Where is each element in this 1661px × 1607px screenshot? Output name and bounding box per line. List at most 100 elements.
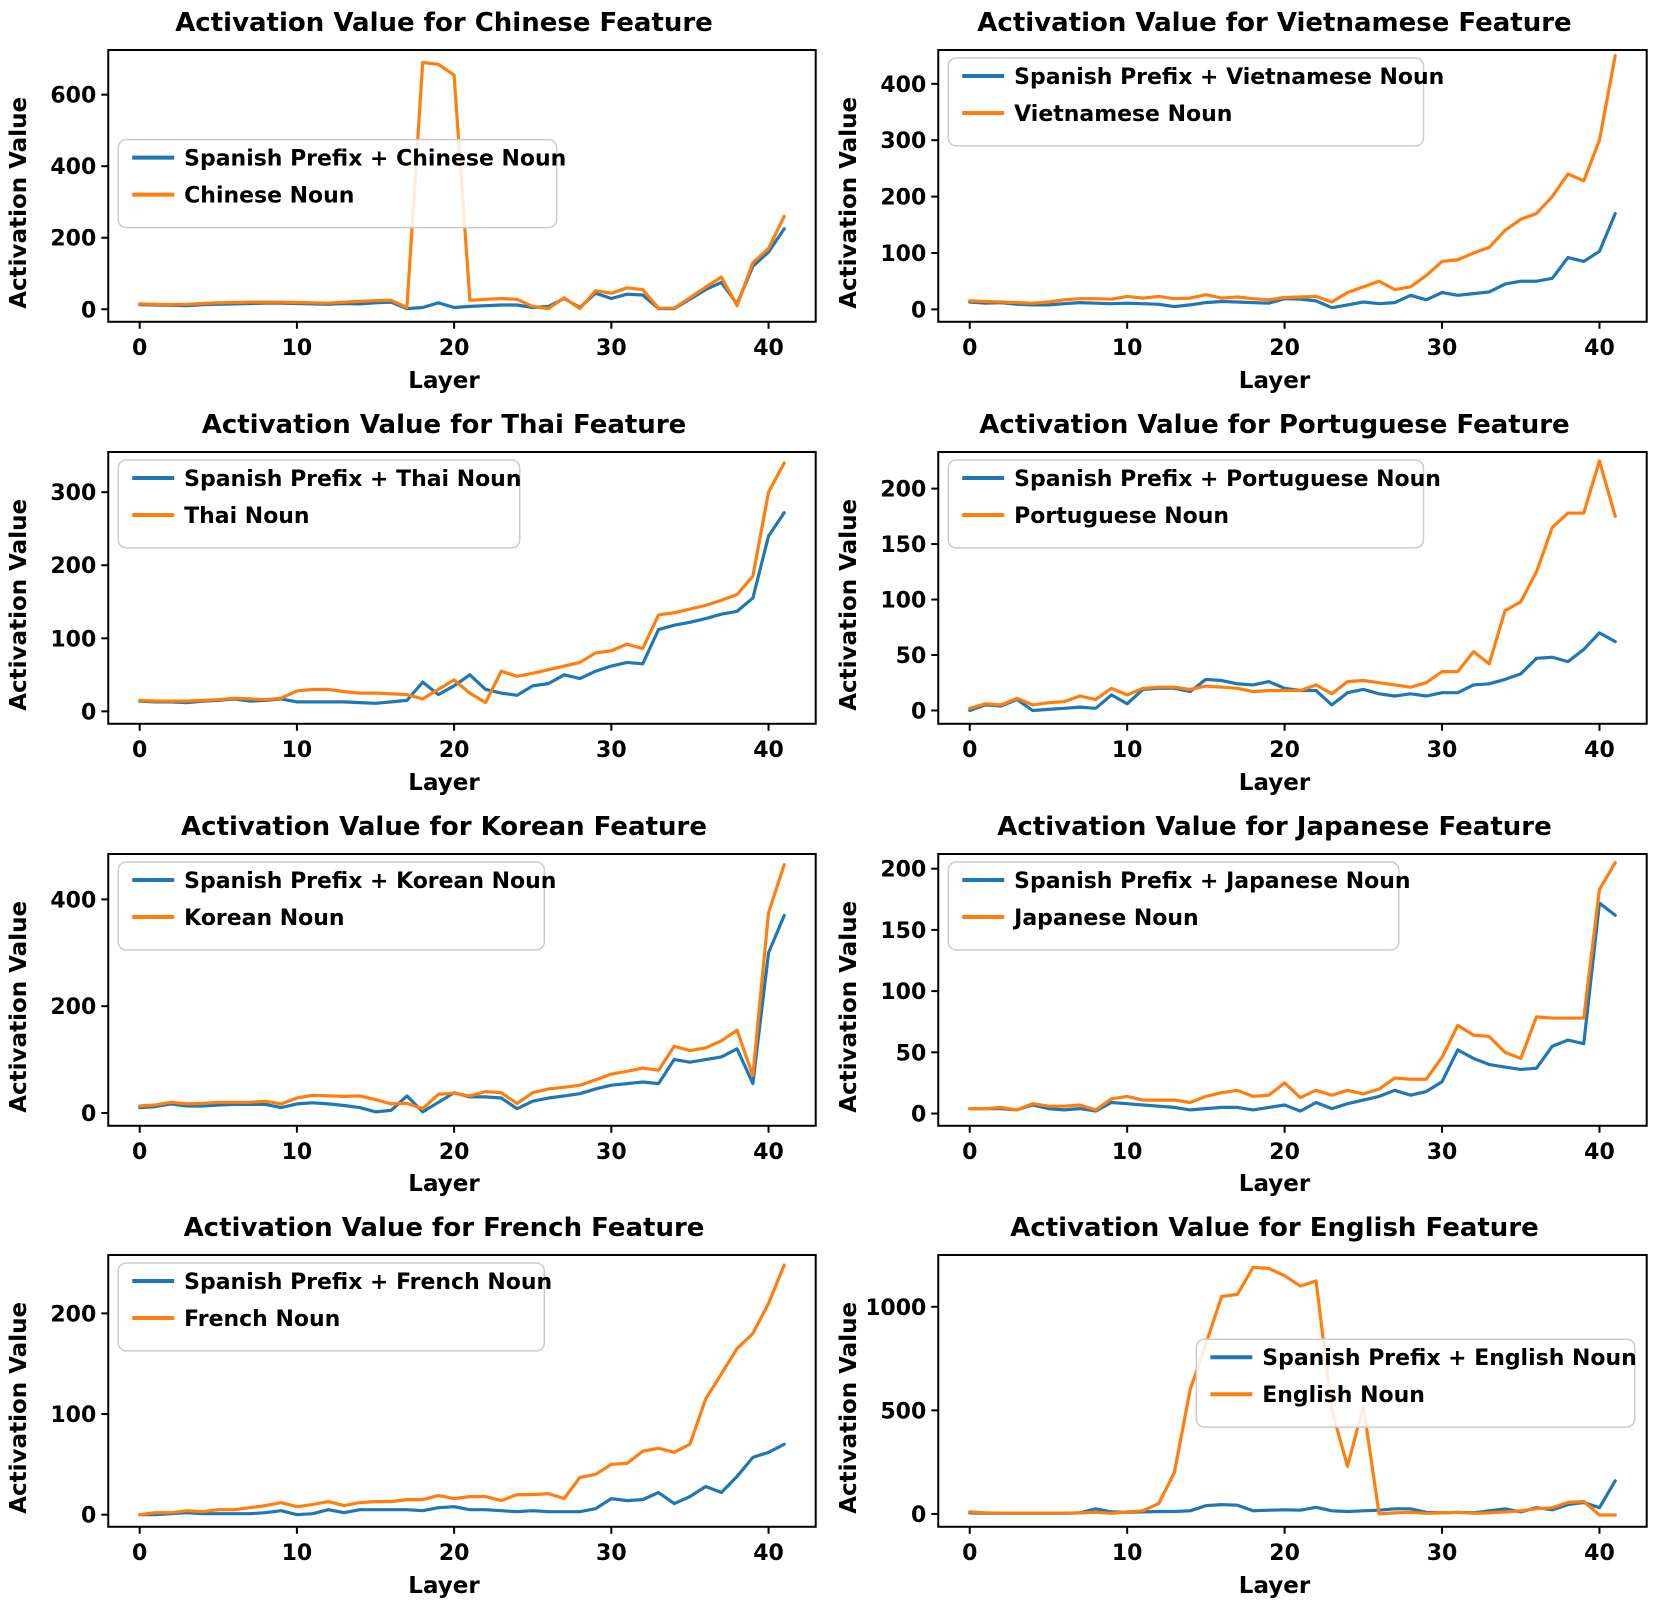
x-tick-label: 0 xyxy=(132,738,147,763)
series-line xyxy=(968,1266,1617,1517)
chart-title: Activation Value for Japanese Feature xyxy=(997,811,1552,842)
x-tick-label: 40 xyxy=(753,1139,784,1164)
x-axis-label: Layer xyxy=(1238,1171,1311,1198)
x-tick-label: 10 xyxy=(282,1139,313,1164)
chart-title: Activation Value for English Feature xyxy=(1010,1213,1539,1244)
legend-box xyxy=(117,138,558,229)
x-tick-label: 40 xyxy=(1584,738,1615,763)
x-tick-label: 20 xyxy=(439,1139,470,1164)
chart-title: Activation Value for French Feature xyxy=(183,1213,705,1244)
chart-body: Activation Value 0 10 20 30 40 0 50 100 150 200 Sp… xyxy=(830,442,1661,768)
y-tick-label: 0 xyxy=(81,1504,96,1529)
x-axis-label: Layer xyxy=(1238,769,1311,796)
x-tick-label: 20 xyxy=(1269,1541,1300,1566)
y-axis-label: Activation Value xyxy=(6,900,32,1113)
legend-label: Spanish Prefix + Thai Noun xyxy=(184,467,521,492)
series-line xyxy=(138,862,786,1110)
x-tick-label: 20 xyxy=(439,336,470,361)
legend-label: Portuguese Noun xyxy=(1014,504,1229,529)
chart-english-feature: Activation Value for English Feature Act… xyxy=(830,1205,1661,1607)
series-line xyxy=(968,900,1617,1113)
x-tick-label: 0 xyxy=(132,1541,147,1566)
x-tick-label: 20 xyxy=(1269,336,1300,361)
y-tick-label: 400 xyxy=(50,155,96,180)
x-tick-label: 10 xyxy=(282,336,313,361)
y-tick-label: 0 xyxy=(911,298,926,323)
chart-korean-feature: Activation Value for Korean Feature Acti… xyxy=(0,804,830,1206)
legend-box xyxy=(947,860,1400,951)
legend-box xyxy=(947,57,1425,147)
chart-body: Activation Value 0 10 20 30 40 0 100 200 300 400 S… xyxy=(830,40,1661,366)
chart-portuguese-feature: Activation Value for Portuguese Feature … xyxy=(830,402,1661,804)
series-line xyxy=(968,459,1617,710)
x-tick-label: 20 xyxy=(1269,738,1300,763)
y-axis-label: Activation Value xyxy=(6,96,32,309)
x-tick-label: 10 xyxy=(1112,336,1143,361)
y-tick-label: 200 xyxy=(50,995,96,1020)
legend-box xyxy=(1195,1338,1636,1429)
chart-body: Activation Value 0 10 20 30 40 0 200 400 Spanish… xyxy=(0,844,830,1170)
legend-label: Spanish Prefix + Vietnamese Noun xyxy=(1014,65,1444,90)
x-tick-label: 0 xyxy=(962,738,977,763)
series-line xyxy=(968,1479,1617,1516)
x-tick-label: 30 xyxy=(1427,336,1458,361)
y-tick-label: 200 xyxy=(50,1303,96,1328)
x-tick-label: 10 xyxy=(1112,738,1143,763)
y-tick-label: 0 xyxy=(911,699,926,724)
y-axis-label: Activation Value xyxy=(836,498,862,711)
x-axis-label: Layer xyxy=(408,769,480,796)
x-tick-label: 0 xyxy=(132,336,147,361)
y-tick-label: 200 xyxy=(880,477,926,502)
y-tick-label: 200 xyxy=(880,186,926,211)
y-tick-label: 100 xyxy=(880,588,926,613)
legend-label: Spanish Prefix + Chinese Noun xyxy=(184,147,566,172)
chart-title: Activation Value for Chinese Feature xyxy=(175,8,713,38)
plot-frame xyxy=(937,48,1648,323)
chart-title: Activation Value for Vietnamese Feature xyxy=(977,8,1572,38)
x-tick-label: 20 xyxy=(439,738,470,763)
x-tick-label: 10 xyxy=(1112,1139,1143,1164)
legend-label: Japanese Noun xyxy=(1012,905,1198,930)
plot-frame xyxy=(937,1254,1648,1529)
x-tick-label: 20 xyxy=(1269,1139,1300,1164)
chart-french-feature: Activation Value for French Feature Acti… xyxy=(0,1205,830,1607)
y-tick-label: 200 xyxy=(50,227,96,252)
legend-label: Vietnamese Noun xyxy=(1014,102,1232,127)
legend-label: Spanish Prefix + Korean Noun xyxy=(184,868,556,893)
x-tick-label: 10 xyxy=(1112,1541,1143,1566)
chart-body: Activation Value 0 10 20 30 40 0 100 200 300 Span… xyxy=(0,442,830,768)
x-tick-label: 40 xyxy=(1584,336,1615,361)
x-tick-label: 30 xyxy=(1427,1139,1458,1164)
series-line xyxy=(968,860,1617,1111)
legend-label: Korean Noun xyxy=(184,905,344,930)
legend-label: Chinese Noun xyxy=(184,184,354,209)
plot-area: 0 10 20 30 40 0 500 1000 Spanish Prefix + Englis… xyxy=(868,1254,1648,1566)
legend-box xyxy=(117,1262,546,1352)
legend-box xyxy=(117,860,546,951)
x-axis-label: Layer xyxy=(1238,367,1311,394)
y-tick-label: 200 xyxy=(880,857,926,882)
series-line xyxy=(138,510,786,705)
x-tick-label: 40 xyxy=(753,738,784,763)
series-line xyxy=(968,631,1617,712)
chart-thai-feature: Activation Value for Thai Feature Activa… xyxy=(0,402,830,804)
plot-frame xyxy=(107,48,817,323)
chart-title: Activation Value for Korean Feature xyxy=(181,811,707,842)
plot-area: 0 10 20 30 40 0 100 200 300 Spanish Prefix + Thai… xyxy=(50,450,817,763)
y-axis-label: Activation Value xyxy=(6,1302,32,1515)
chart-body: Activation Value 0 10 20 30 40 0 100 200 Spanish… xyxy=(0,1245,830,1571)
legend-label: English Noun xyxy=(1262,1383,1425,1408)
x-tick-label: 40 xyxy=(753,1541,784,1566)
y-tick-label: 150 xyxy=(880,533,926,558)
y-tick-label: 100 xyxy=(880,242,926,267)
plot-frame xyxy=(107,450,817,725)
y-tick-label: 200 xyxy=(50,554,96,579)
x-axis-label: Layer xyxy=(408,367,480,394)
plot-frame xyxy=(937,852,1648,1127)
x-tick-label: 0 xyxy=(962,1541,977,1566)
x-tick-label: 30 xyxy=(596,738,627,763)
series-line xyxy=(138,461,786,704)
chart-japanese-feature: Activation Value for Japanese Feature Ac… xyxy=(830,804,1661,1206)
